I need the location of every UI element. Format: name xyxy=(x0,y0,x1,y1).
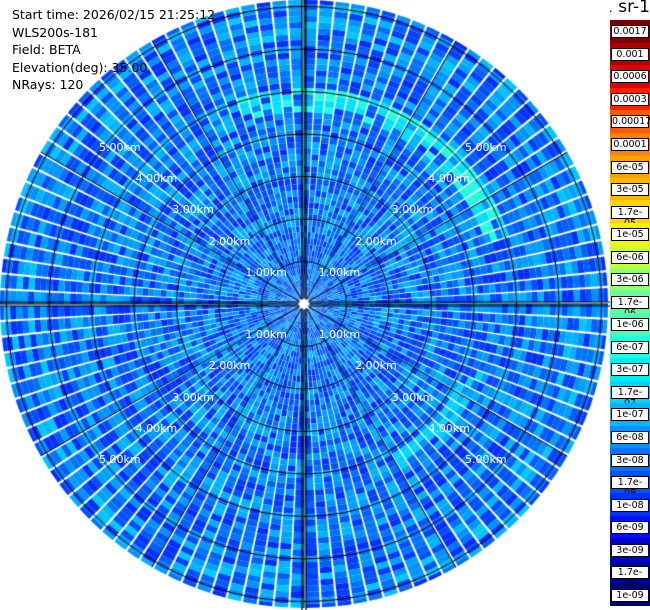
range-label: 5.00km xyxy=(99,453,141,467)
range-label: 3.00km xyxy=(172,203,214,217)
range-label: 5.00km xyxy=(99,140,141,154)
colorbar-tick-label: 6e-09 xyxy=(611,521,649,535)
colorbar-tick-label: 1.7e-06 xyxy=(611,295,649,319)
range-label: 4.00km xyxy=(428,421,470,435)
colorbar-tick-label: 3e-06 xyxy=(611,273,649,287)
nrays-label: NRays: 120 xyxy=(12,77,84,92)
range-label: 4.00km xyxy=(428,172,470,186)
range-label: 1.00km xyxy=(318,265,361,279)
colorbar-tick-label: 1e-06 xyxy=(611,318,649,332)
range-label: 1.00km xyxy=(245,328,287,342)
colorbar-tick-label: 3e-07 xyxy=(611,363,649,377)
range-label: 3.00km xyxy=(391,390,434,404)
colorbar-title: m-1 sr-1 xyxy=(610,0,650,17)
colorbar-tick-label: 1.7e-05 xyxy=(611,205,649,229)
colorbar-tick-label: 1e-07 xyxy=(611,408,649,422)
colorbar-tick-label: 6e-06 xyxy=(611,250,649,264)
colorbar-tick-label: 3e-08 xyxy=(611,453,649,467)
range-label: 4.00km xyxy=(135,172,178,186)
colorbar-tick-label: 1.7e-08 xyxy=(611,476,649,499)
colorbar-tick-label: 1.7e-09 xyxy=(611,566,649,589)
colorbar: 0.0017 0.001 0.0006 0.0003 0.00017 0.0001 6e-0… xyxy=(610,20,650,607)
range-label: 1.00km xyxy=(245,265,287,279)
range-label: 2.00km xyxy=(355,234,397,248)
ppi-plot xyxy=(0,0,610,610)
colorbar-tick-label: 0.001 xyxy=(611,47,649,61)
colorbar-tick-label: 0.00017 xyxy=(611,115,650,129)
colorbar-tick-label: 3e-09 xyxy=(611,543,649,557)
scan-info: Start time: 2026/02/15 21:25:12 WLS200s-… xyxy=(12,6,215,94)
range-label: 3.00km xyxy=(391,203,434,217)
field-label: Field: BETA xyxy=(12,42,81,57)
range-label: 5.00km xyxy=(464,453,507,467)
range-label: 2.00km xyxy=(208,359,251,373)
colorbar-tick-label: 1e-05 xyxy=(611,228,649,242)
colorbar-tick-label: 6e-07 xyxy=(611,340,649,354)
range-label: 3.00km xyxy=(172,390,214,404)
colorbar-tick-label: 6e-05 xyxy=(611,160,649,174)
colorbar-tick-label: 0.0003 xyxy=(611,92,649,106)
colorbar-tick-label: 0.0001 xyxy=(611,137,649,151)
start-time-label: Start time: 2026/02/15 21:25:12 xyxy=(12,7,216,22)
colorbar-tick-label: 3e-05 xyxy=(611,183,649,197)
colorbar-tick-label: 1e-08 xyxy=(611,498,649,512)
colorbar-tick-label: 6e-08 xyxy=(611,430,649,444)
elevation-label: Elevation(deg): 35.00 xyxy=(12,59,148,75)
instrument-label: WLS200s-181 xyxy=(12,24,98,40)
range-label: 2.00km xyxy=(208,234,251,248)
range-label: 1.00km xyxy=(318,328,361,342)
colorbar-tick-label: 1.7e-07 xyxy=(611,385,649,409)
colorbar-tick-label: 0.0006 xyxy=(611,70,649,84)
range-label: 4.00km xyxy=(135,421,178,435)
colorbar-tick-label: 0.0017 xyxy=(611,25,649,39)
range-label: 2.00km xyxy=(355,359,397,373)
range-label: 5.00km xyxy=(464,140,507,154)
colorbar-tick-label: 1e-09 xyxy=(611,588,649,602)
